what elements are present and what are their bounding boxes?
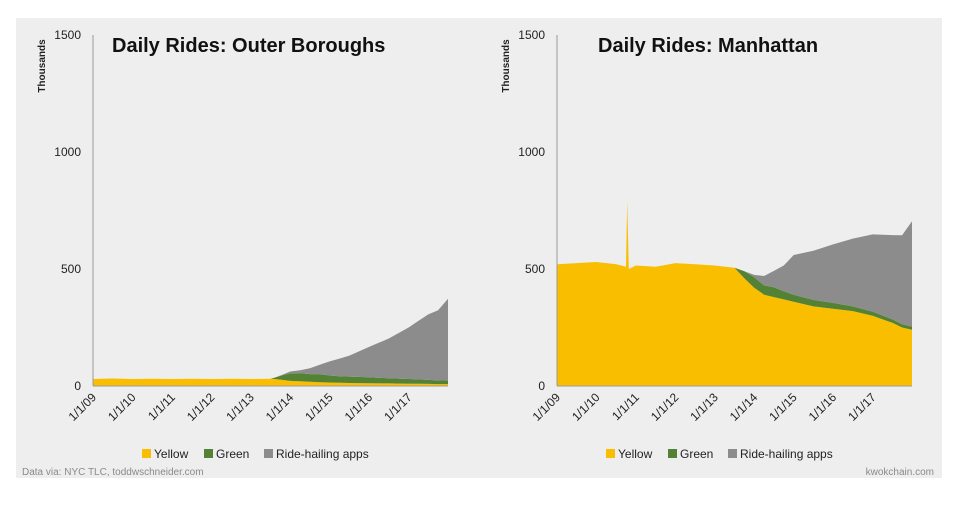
x-tick-label: 1/1/09 — [530, 390, 564, 424]
y-tick-label: 1000 — [518, 145, 545, 159]
author-footer: kwokchain.com — [865, 467, 934, 478]
legend: Yellow Green Ride-hailing apps — [606, 447, 833, 461]
data-source-footer: Data via: NYC TLC, toddwschneider.com — [22, 467, 204, 478]
x-tick-label: 1/1/13 — [223, 390, 257, 424]
series-area-yellow — [557, 201, 912, 386]
legend-label: Yellow — [154, 447, 189, 461]
series-area-yellow — [93, 378, 448, 386]
x-tick-label: 1/1/11 — [145, 390, 178, 423]
x-tick-label: 1/1/16 — [342, 390, 376, 424]
series-area-green — [93, 373, 448, 385]
x-tick-label: 1/1/15 — [302, 390, 336, 424]
y-tick-label: 0 — [538, 379, 545, 393]
x-tick-label: 1/1/12 — [184, 390, 218, 424]
x-tick-label: 1/1/13 — [687, 390, 721, 424]
legend: Yellow Green Ride-hailing apps — [142, 447, 369, 461]
y-axis-label: Thousands — [37, 39, 48, 93]
x-tick-label: 1/1/14 — [263, 390, 297, 424]
legend-label: Green — [216, 447, 249, 461]
x-tick-label: 1/1/14 — [727, 390, 761, 424]
x-tick-label: 1/1/10 — [105, 390, 139, 424]
x-tick-label: 1/1/16 — [806, 390, 840, 424]
y-tick-label: 500 — [525, 262, 545, 276]
x-tick-label: 1/1/17 — [845, 390, 879, 424]
y-tick-label: 0 — [74, 379, 81, 393]
series-area-ride-hailing-apps — [557, 201, 912, 327]
legend-swatch — [606, 449, 615, 458]
legend-swatch — [204, 449, 213, 458]
series-area-ride-hailing-apps — [93, 298, 448, 381]
legend-label: Green — [680, 447, 713, 461]
x-tick-label: 1/1/17 — [381, 390, 415, 424]
chart-title: Daily Rides: Outer Boroughs — [112, 35, 385, 57]
y-tick-label: 1500 — [54, 28, 81, 42]
y-tick-label: 1500 — [518, 28, 545, 42]
legend-swatch — [728, 449, 737, 458]
x-tick-label: 1/1/09 — [66, 390, 100, 424]
legend-label: Yellow — [618, 447, 653, 461]
chart-panel — [16, 18, 942, 478]
y-axis-label: Thousands — [501, 39, 512, 93]
legend-label: Ride-hailing apps — [740, 447, 833, 461]
legend-swatch — [668, 449, 677, 458]
x-tick-label: 1/1/11 — [609, 390, 642, 423]
y-tick-label: 500 — [61, 262, 81, 276]
legend-swatch — [142, 449, 151, 458]
x-tick-label: 1/1/15 — [766, 390, 800, 424]
y-tick-label: 1000 — [54, 145, 81, 159]
legend-label: Ride-hailing apps — [276, 447, 369, 461]
x-tick-label: 1/1/12 — [648, 390, 682, 424]
x-tick-label: 1/1/10 — [569, 390, 603, 424]
series-area-green — [557, 201, 912, 330]
legend-swatch — [264, 449, 273, 458]
chart-title: Daily Rides: Manhattan — [598, 35, 818, 57]
